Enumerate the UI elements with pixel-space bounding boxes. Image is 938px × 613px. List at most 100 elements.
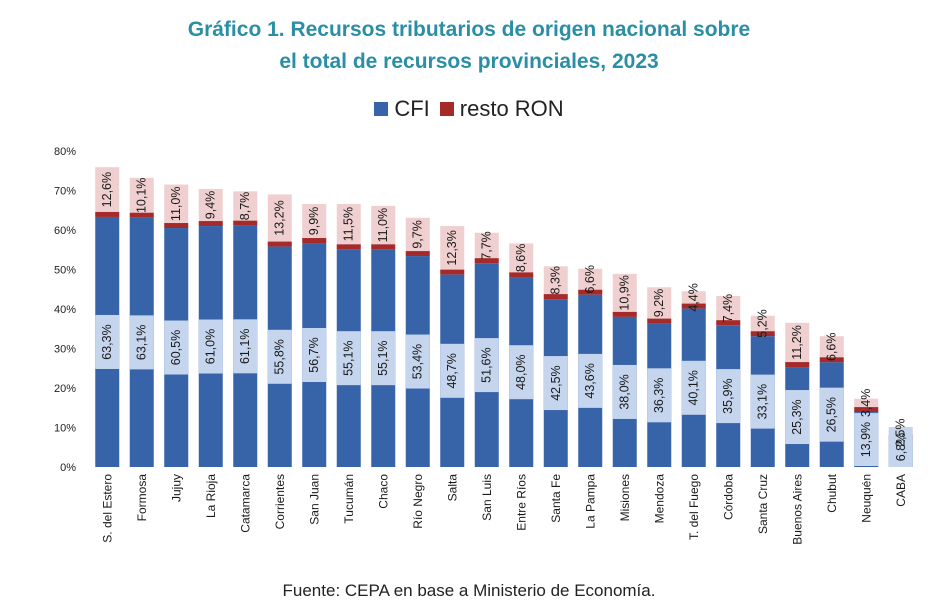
data-label-cfi: 13,9% — [859, 422, 873, 457]
bar-cfi-label-bg — [198, 319, 223, 374]
bar-cfi-label-bg — [267, 329, 292, 384]
x-tick-label: Neuquén — [859, 474, 873, 523]
bar-cfi-label-bg — [578, 353, 603, 408]
data-label-cfi: 61,1% — [238, 329, 252, 364]
data-label-resto-ron: 10,9% — [618, 275, 632, 310]
bar-resto-ron — [371, 244, 396, 250]
data-label-resto-ron: 2,5% — [894, 418, 908, 447]
bar-resto-ron-label-bg — [233, 191, 258, 226]
x-tick-label: Salta — [445, 474, 459, 502]
y-tick-label: 30% — [54, 344, 76, 356]
y-tick-label: 50% — [54, 265, 76, 277]
bar-resto-ron — [543, 294, 568, 300]
data-label-resto-ron: 6,6% — [825, 333, 839, 362]
bar-cfi-label-bg — [681, 360, 706, 415]
bar-resto-ron-label-bg — [440, 226, 465, 275]
chart-title-line-2: el total de recursos provinciales, 2023 — [279, 50, 659, 73]
y-tick-label: 0% — [60, 462, 76, 474]
legend-item-resto-ron: resto RON — [439, 96, 564, 122]
legend-label-resto-ron: resto RON — [459, 96, 564, 121]
chart-legend: CFI resto RON — [0, 96, 938, 122]
data-label-resto-ron: 8,6% — [514, 244, 528, 273]
bar-cfi-label-bg — [474, 338, 499, 393]
bar-resto-ron-label-bg — [164, 184, 189, 229]
bar-resto-ron-label-bg — [474, 232, 499, 264]
data-label-resto-ron: 4,4% — [687, 283, 701, 312]
data-label-cfi: 48,0% — [514, 354, 528, 389]
data-label-cfi: 55,8% — [273, 339, 287, 374]
bar-cfi-label-bg — [440, 343, 465, 398]
bar-cfi-label-bg — [819, 387, 844, 442]
bar-resto-ron-label-bg — [129, 177, 154, 218]
bar-cfi-label-bg — [129, 315, 154, 370]
data-label-cfi: 51,6% — [480, 347, 494, 382]
bar-resto-ron — [578, 289, 603, 295]
bar-cfi-label-bg — [509, 345, 534, 400]
legend-swatch-cfi — [374, 102, 389, 116]
bar-resto-ron-label-bg — [302, 203, 327, 244]
bar-resto-ron-label-bg — [612, 273, 637, 317]
bar-resto-ron-label-bg — [371, 205, 396, 250]
bar-resto-ron-label-bg — [647, 287, 672, 324]
bar-resto-ron — [198, 221, 223, 227]
bar-resto-ron — [440, 269, 465, 275]
x-tick-label: Córdoba — [721, 474, 735, 520]
bar-resto-ron — [785, 362, 810, 368]
data-label-resto-ron: 11,5% — [342, 207, 356, 242]
bar-cfi-label-bg — [302, 328, 327, 383]
bar-resto-ron — [750, 331, 775, 337]
bar-resto-ron-label-bg — [198, 188, 223, 227]
x-tick-label: Chaco — [376, 474, 390, 509]
bar-cfi-label-bg — [336, 331, 361, 386]
bar-resto-ron — [854, 407, 879, 413]
data-label-resto-ron: 7,7% — [480, 231, 494, 260]
data-label-resto-ron: 12,3% — [445, 230, 459, 265]
data-label-cfi: 61,0% — [204, 329, 218, 364]
data-label-cfi: 53,4% — [411, 344, 425, 379]
x-tick-label: La Rioja — [204, 474, 218, 518]
data-label-cfi: 33,1% — [756, 384, 770, 419]
data-label-cfi: 55,1% — [376, 340, 390, 375]
x-tick-label: Mendoza — [652, 474, 666, 524]
data-label-cfi: 63,3% — [100, 324, 114, 359]
x-tick-label: Río Negro — [411, 474, 425, 529]
data-label-resto-ron: 11,0% — [169, 187, 183, 222]
bar-resto-ron-label-bg — [336, 203, 361, 250]
bar-resto-ron — [681, 303, 706, 309]
data-label-cfi: 26,5% — [825, 397, 839, 432]
bar-cfi-label-bg — [233, 319, 258, 374]
data-label-resto-ron: 7,4% — [721, 294, 735, 323]
x-tick-label: Buenos Aires — [790, 474, 804, 545]
source-note: Fuente: CEPA en base a Ministerio de Eco… — [282, 581, 656, 600]
chart-title: Gráfico 1. Recursos tributarios de orige… — [0, 14, 938, 78]
x-tick-label: S. del Estero — [100, 474, 114, 543]
data-label-resto-ron: 9,2% — [652, 289, 666, 318]
data-label-cfi: 63,1% — [135, 325, 149, 360]
data-label-cfi: 36,3% — [652, 378, 666, 413]
bar-resto-ron — [164, 223, 189, 229]
x-tick-label: T. del Fuego — [687, 474, 701, 540]
bar-cfi-label-bg — [95, 314, 120, 369]
x-tick-label: Corrientes — [273, 474, 287, 529]
data-label-cfi: 38,0% — [618, 374, 632, 409]
x-tick-label: La Pampa — [583, 474, 597, 529]
chart-title-line-1: Gráfico 1. Recursos tributarios de orige… — [187, 18, 751, 41]
data-label-resto-ron: 13,2% — [273, 200, 287, 235]
data-label-cfi: 42,5% — [549, 365, 563, 400]
bar-resto-ron — [95, 211, 120, 217]
data-label-cfi: 43,6% — [583, 363, 597, 398]
x-tick-label: Formosa — [135, 474, 149, 522]
data-label-resto-ron: 10,1% — [135, 178, 149, 213]
bar-cfi-label-bg — [164, 320, 189, 375]
bar-resto-ron-label-bg — [95, 167, 120, 217]
data-label-cfi: 35,9% — [721, 378, 735, 413]
x-tick-label: CABA — [894, 474, 908, 507]
data-label-cfi: 25,3% — [790, 399, 804, 434]
data-label-resto-ron: 5,2% — [756, 309, 770, 338]
bar-cfi-label-bg — [647, 368, 672, 423]
data-label-resto-ron: 11,0% — [376, 208, 390, 243]
bar-resto-ron — [405, 251, 430, 257]
bar-cfi-label-bg — [371, 331, 396, 386]
bar-resto-ron — [302, 238, 327, 244]
bar-cfi-label-bg — [785, 390, 810, 445]
